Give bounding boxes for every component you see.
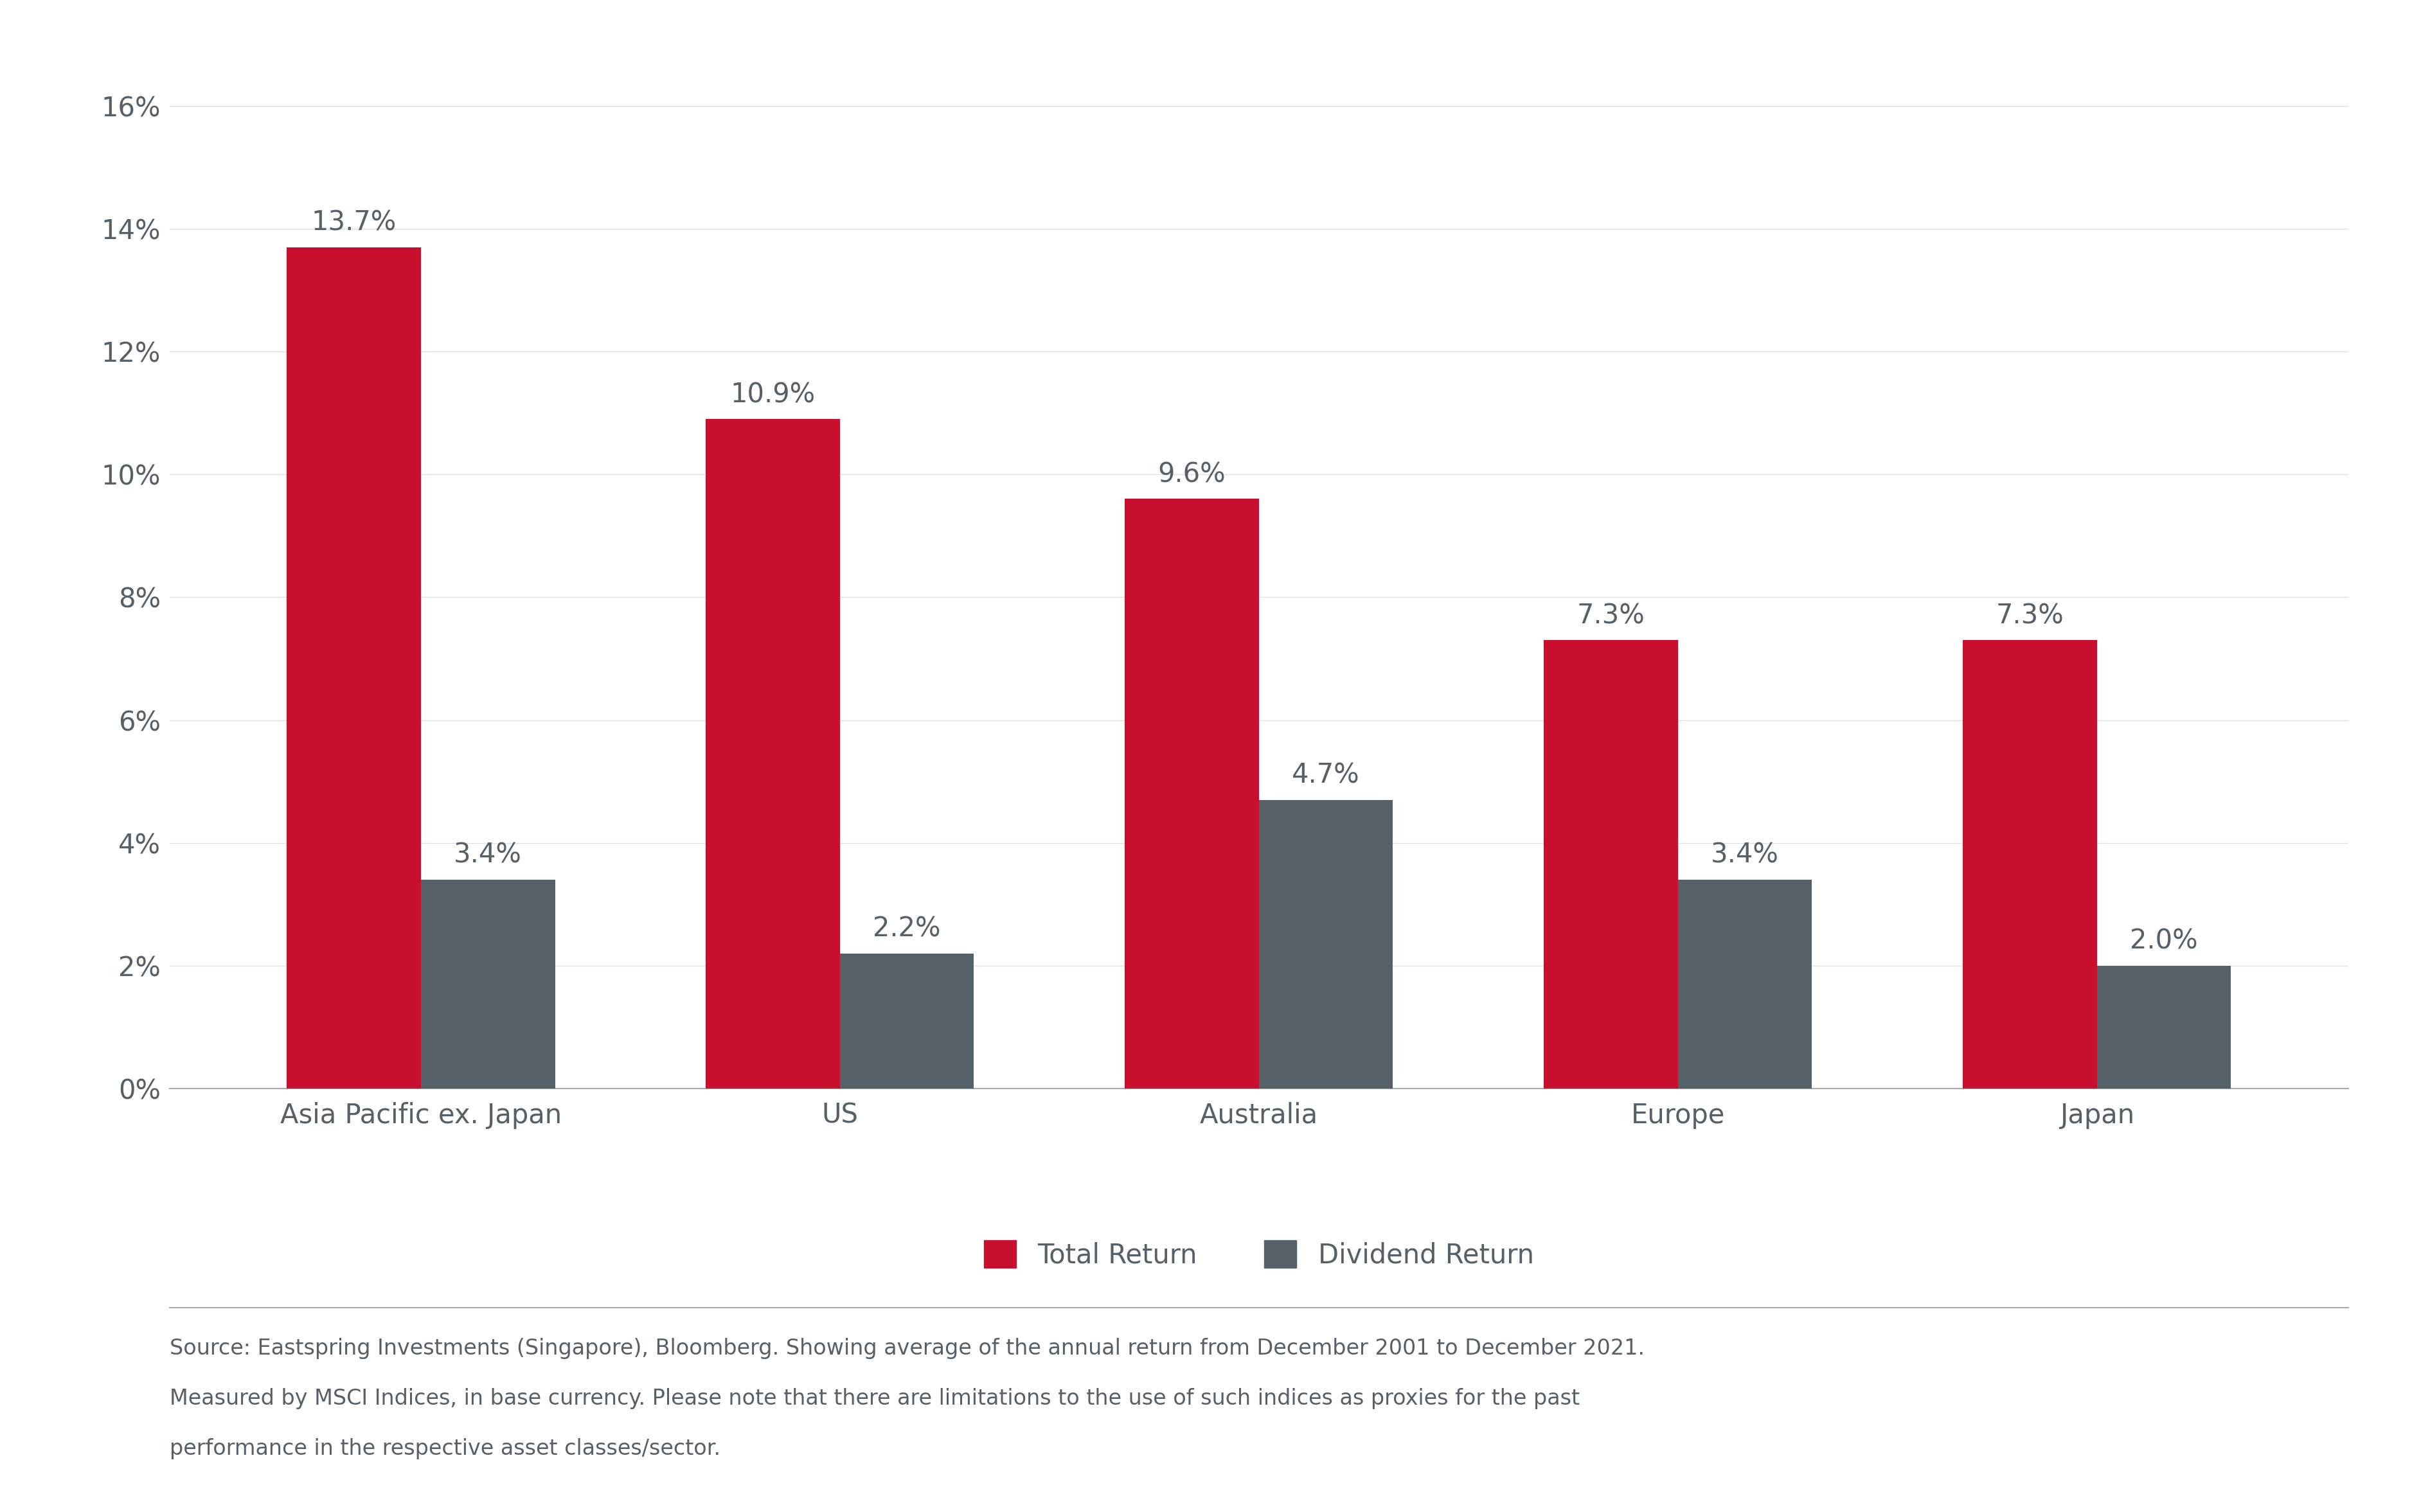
Bar	[286, 246, 421, 1089]
Bar	[1678, 880, 1811, 1089]
Text: performance in the respective asset classes/sector.: performance in the respective asset clas…	[169, 1438, 721, 1459]
Legend: Total Return, Dividend Return: Total Return, Dividend Return	[973, 1229, 1545, 1279]
Bar	[1545, 640, 1678, 1089]
Text: 9.6%: 9.6%	[1157, 461, 1225, 488]
Text: 3.4%: 3.4%	[453, 842, 523, 869]
Text: 10.9%: 10.9%	[731, 381, 816, 408]
Text: 2.0%: 2.0%	[2130, 928, 2198, 954]
Text: Measured by MSCI Indices, in base currency. Please note that there are limitatio: Measured by MSCI Indices, in base curren…	[169, 1388, 1578, 1409]
Bar	[707, 419, 840, 1089]
Bar	[1963, 640, 2097, 1089]
Text: 13.7%: 13.7%	[312, 209, 397, 236]
Bar	[421, 880, 554, 1089]
Text: 7.3%: 7.3%	[1995, 602, 2063, 629]
Bar	[1259, 800, 1392, 1089]
Bar	[840, 954, 973, 1089]
Text: 7.3%: 7.3%	[1576, 602, 1644, 629]
Text: 3.4%: 3.4%	[1712, 842, 1779, 869]
Bar	[2097, 966, 2232, 1089]
Text: 4.7%: 4.7%	[1293, 762, 1361, 789]
Bar	[1126, 499, 1259, 1089]
Text: Source: Eastspring Investments (Singapore), Bloomberg. Showing average of the an: Source: Eastspring Investments (Singapor…	[169, 1338, 1644, 1359]
Text: 2.2%: 2.2%	[874, 915, 942, 942]
